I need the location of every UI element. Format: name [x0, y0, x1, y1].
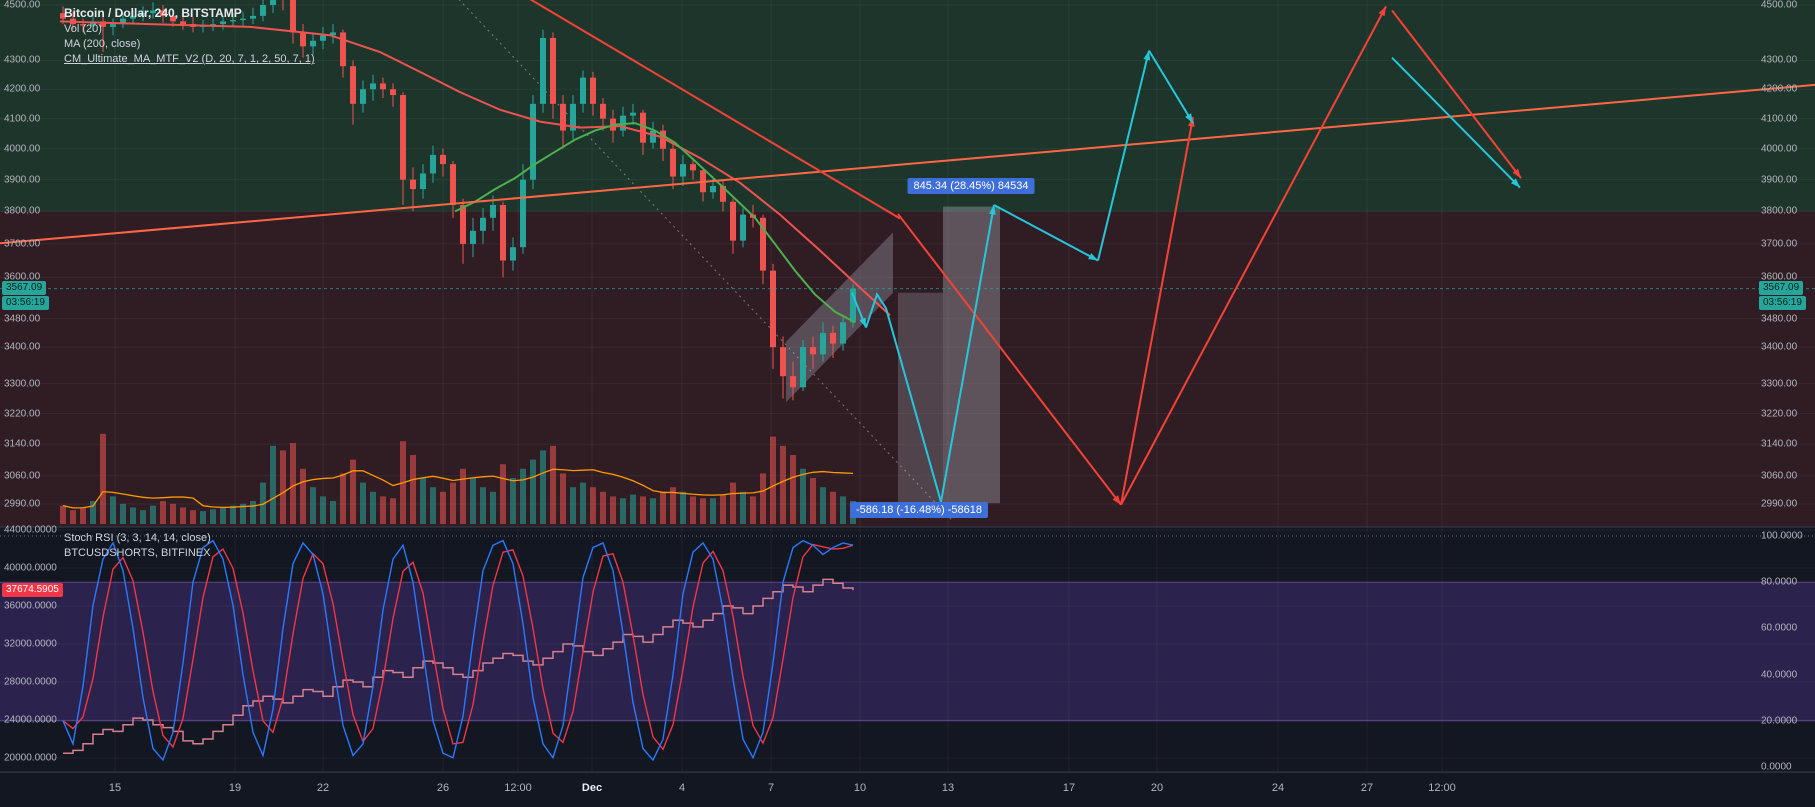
- price-axis-label: 3220.00: [1761, 408, 1798, 420]
- indicator-shorts-label[interactable]: BTCUSDSHORTS, BITFINEX: [64, 547, 211, 559]
- time-axis-label: 13: [941, 782, 955, 794]
- price-axis-label: 4000.00: [4, 143, 41, 155]
- price-axis-label: 32000.0000: [4, 638, 57, 650]
- price-axis-label: 0.0000: [1761, 761, 1792, 773]
- indicator-stoch-rsi-label[interactable]: Stoch RSI (3, 3, 14, 14, close): [64, 532, 211, 544]
- price-axis-label: 4300.00: [4, 54, 41, 66]
- sub-pane-plot: [62, 539, 854, 762]
- last-price-badge: 3567.09: [1759, 280, 1804, 295]
- price-axis-label: 3060.00: [4, 470, 41, 482]
- right-price-scale[interactable]: 4500.00 4300.00 4200.00 4100.00 4000.00 3900.…: [1757, 0, 1815, 773]
- time-axis-label: 12:00: [504, 782, 532, 794]
- price-axis-label: 60.0000: [1761, 622, 1798, 634]
- price-axis-label: 3300.00: [1761, 378, 1798, 390]
- bearish-scenario-arrows[interactable]: [468, 0, 1522, 506]
- price-axis-label: 3900.00: [1761, 174, 1798, 186]
- measure-loss-label[interactable]: -586.18 (-16.48%) -58618: [850, 502, 988, 518]
- ma-green-line: [454, 122, 856, 324]
- time-axis-label: 20: [1150, 782, 1164, 794]
- price-axis-label: 80.0000: [1761, 576, 1798, 588]
- last-price-badge: 3567.09: [2, 280, 47, 295]
- price-axis-label: 44000.0000: [4, 524, 57, 536]
- indicator-volume-label[interactable]: Vol (20): [64, 23, 102, 35]
- time-axis-label: 7: [767, 782, 775, 794]
- time-axis-label: 27: [1360, 782, 1374, 794]
- time-axis-label: 24: [1271, 782, 1285, 794]
- price-axis-label: 4100.00: [4, 113, 41, 125]
- resistance-trendline[interactable]: [0, 83, 1815, 245]
- stoch-band: [0, 582, 1815, 721]
- price-axis-label: 4100.00: [1761, 113, 1798, 125]
- measure-box[interactable]: [898, 292, 943, 504]
- candles: [60, 0, 856, 401]
- candle-countdown-badge: 03:56:19: [1759, 295, 1806, 310]
- time-axis-label: 19: [228, 782, 242, 794]
- price-axis-label: 3700.00: [1761, 238, 1798, 250]
- time-scale[interactable]: 15 19 22 26 12:00 Dec 4 7 10 13 17 20 24 27 12:00: [0, 772, 1815, 807]
- time-axis-label: 17: [1062, 782, 1076, 794]
- stoch-rsi-d-line: [62, 543, 854, 751]
- volume-bars: [60, 433, 856, 524]
- time-axis-label: Dec: [581, 782, 603, 794]
- volume-ma-line: [62, 468, 854, 509]
- price-axis-label: 2990.00: [1761, 498, 1798, 510]
- time-axis-label: 22: [316, 782, 330, 794]
- indicator-ma-label[interactable]: MA (200, close): [64, 38, 141, 50]
- price-axis-label: 4200.00: [4, 83, 41, 95]
- price-axis-label: 3800.00: [4, 205, 41, 217]
- time-axis-label: 10: [853, 782, 867, 794]
- time-axis-label: 26: [436, 782, 450, 794]
- time-axis-label: 15: [108, 782, 122, 794]
- price-axis-label: 100.0000: [1761, 530, 1803, 542]
- time-axis-label: 12:00: [1428, 782, 1456, 794]
- price-axis-label: 20000.0000: [4, 752, 57, 764]
- horizontal-gridlines: [0, 4, 1815, 759]
- price-axis-label: 24000.0000: [4, 714, 57, 726]
- price-axis-label: 3600.00: [4, 271, 41, 283]
- main-pane-plot: [0, 0, 1815, 524]
- main-chart-legend: Bitcoin / Dollar, 240, BITSTAMP Vol (20)…: [64, 6, 315, 67]
- sub-chart-legend: Stoch RSI (3, 3, 14, 14, close) BTCUSDSH…: [64, 531, 211, 561]
- vertical-gridlines: [114, 0, 1443, 772]
- price-axis-label: 3140.00: [1761, 438, 1798, 450]
- stoch-rsi-k-line: [62, 539, 854, 762]
- price-axis-label: 40000.0000: [4, 562, 57, 574]
- price-axis-label: 20.0000: [1761, 715, 1798, 727]
- price-axis-label: 40.0000: [1761, 669, 1798, 681]
- price-axis-label: 3800.00: [1761, 205, 1798, 217]
- indicator-cm-ultimate-label[interactable]: CM_Ultimate_MA_MTF_V2 (D, 20, 7, 1, 2, 5…: [64, 53, 315, 65]
- price-axis-label: 36000.0000: [4, 600, 57, 612]
- ma-red-line: [59, 20, 891, 316]
- price-axis-label: 3480.00: [1761, 313, 1798, 325]
- price-axis-label: 3400.00: [4, 341, 41, 353]
- price-axis-label: 4500.00: [1761, 0, 1798, 11]
- symbol-title[interactable]: Bitcoin / Dollar, 240, BITSTAMP: [64, 6, 242, 20]
- candle-countdown-badge: 03:56:19: [2, 295, 49, 310]
- price-axis-label: 28000.0000: [4, 676, 57, 688]
- price-axis-label: 3900.00: [4, 174, 41, 186]
- bullish-scenario-arrows[interactable]: [851, 50, 1521, 503]
- price-axis-label: 4000.00: [1761, 143, 1798, 155]
- dotted-trendline[interactable]: [430, 0, 954, 522]
- price-axis-label: 4500.00: [4, 0, 41, 11]
- price-axis-label: 3220.00: [4, 408, 41, 420]
- price-axis-label: 3700.00: [4, 238, 41, 250]
- price-axis-label: 4300.00: [1761, 54, 1798, 66]
- price-axis-label: 3600.00: [1761, 271, 1798, 283]
- price-axis-label: 3140.00: [4, 438, 41, 450]
- shorts-value-badge: 37674.5905: [2, 583, 63, 598]
- price-axis-label: 3300.00: [4, 378, 41, 390]
- time-axis-label: 4: [678, 782, 686, 794]
- left-price-scale[interactable]: 4500.00 4300.00 4200.00 4100.00 4000.00 3900.…: [0, 0, 58, 772]
- price-axis-label: 4200.00: [1761, 83, 1798, 95]
- price-axis-label: 3480.00: [4, 313, 41, 325]
- price-axis-label: 3060.00: [1761, 470, 1798, 482]
- price-axis-label: 3400.00: [1761, 341, 1798, 353]
- measure-box[interactable]: [943, 206, 1000, 504]
- measure-gain-label[interactable]: 845.34 (28.45%) 84534: [907, 178, 1035, 194]
- price-axis-label: 2990.00: [4, 498, 41, 510]
